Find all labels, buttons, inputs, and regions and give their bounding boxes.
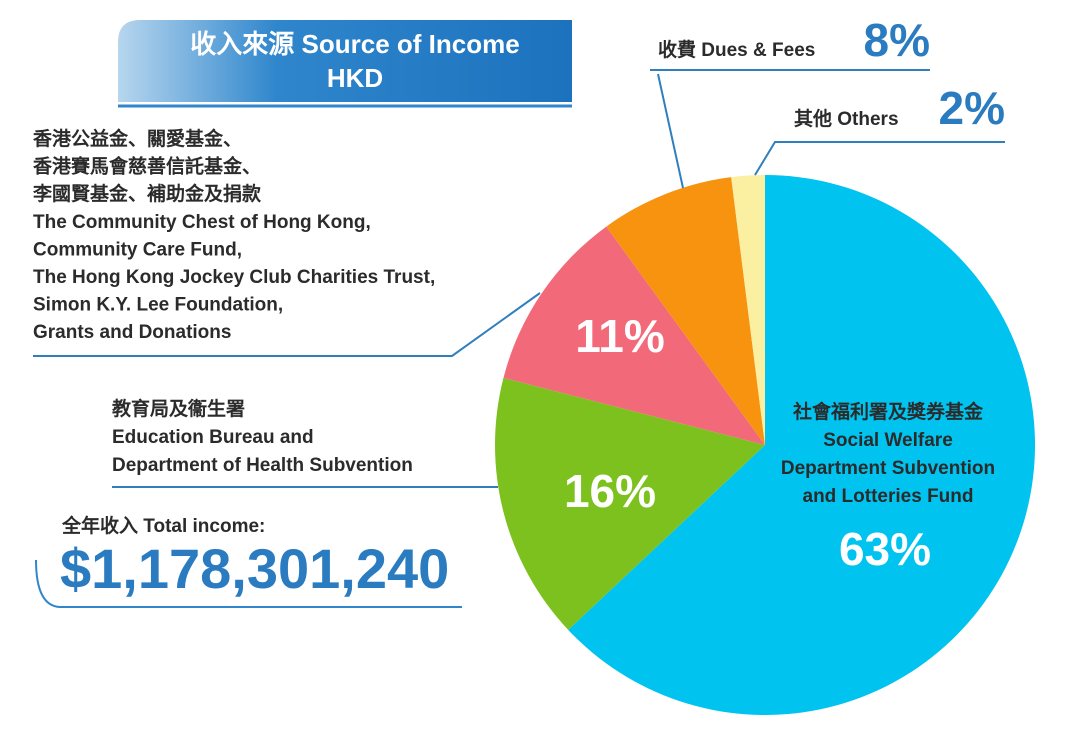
value-label: 63% <box>839 523 931 575</box>
pie-slice <box>568 175 1035 715</box>
slice-label: 其他 Others <box>794 107 899 130</box>
slice-label: 香港賽馬會慈善信託基金、 <box>32 155 261 178</box>
slice-label: Department Subvention <box>781 458 995 479</box>
pie-slice <box>503 226 765 445</box>
slice-label: 教育局及衞生署 <box>112 397 245 420</box>
value-label: 2% <box>939 82 1005 134</box>
slice-label: The Hong Kong Jockey Club Charities Trus… <box>33 267 435 288</box>
slice-label: Social Welfare <box>823 430 953 451</box>
value-label: 8% <box>864 14 930 66</box>
total-amount: $1,178,301,240 <box>60 537 449 600</box>
slice-label: Department of Health Subvention <box>112 455 413 476</box>
chart-title: 收入來源 Source of Income <box>190 29 519 59</box>
slice-label: 社會福利署及獎券基金 <box>792 400 984 423</box>
slice-label: Education Bureau and <box>112 427 314 448</box>
total-rule <box>35 559 462 608</box>
leader-line <box>754 141 1005 176</box>
pie-slice <box>606 177 765 445</box>
leader-line <box>33 292 541 357</box>
slice-label: Community Care Fund, <box>33 239 242 260</box>
leader-line <box>650 69 930 189</box>
labels: 社會福利署及獎券基金 Social Welfare Department Subve… <box>32 14 1005 575</box>
slice-label: and Lotteries Fund <box>803 486 974 507</box>
value-label: 11% <box>575 310 665 362</box>
pie-slice <box>731 175 765 445</box>
chart-subtitle: HKD <box>327 63 383 93</box>
value-label: 16% <box>564 465 656 517</box>
slice-label: 李國賢基金、補助金及捐款 <box>32 182 262 205</box>
pie <box>494 175 1035 715</box>
slice-label: 收費 Dues & Fees <box>658 38 815 61</box>
title-box <box>118 20 572 102</box>
slice-label: The Community Chest of Hong Kong, <box>33 212 371 233</box>
slice-label: 香港公益金、關愛基金、 <box>32 127 242 150</box>
total-label: 全年收入 Total income: <box>61 514 265 537</box>
slice-label: Simon K.Y. Lee Foundation, <box>33 295 283 316</box>
pie-slice <box>494 377 765 630</box>
slice-label: Grants and Donations <box>33 322 231 343</box>
